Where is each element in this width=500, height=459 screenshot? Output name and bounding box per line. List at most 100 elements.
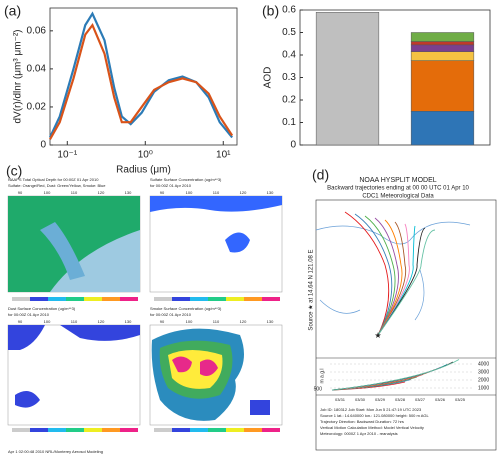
y-axis-label: dV(r)/dlnr (μm³ μm⁻²) bbox=[13, 29, 24, 123]
y-tick-label: 0.2 bbox=[282, 95, 296, 106]
lon-label: 90 bbox=[18, 190, 23, 195]
trajectory bbox=[377, 225, 416, 336]
map-title: for 00:00Z 01 Apr 2010 bbox=[150, 183, 192, 188]
title: NOAA HYSPLIT MODEL bbox=[359, 177, 436, 184]
date-label: 03/31 bbox=[335, 397, 346, 402]
map-title: NAAPS Total Optical Depth for 00:00Z 01 … bbox=[8, 177, 99, 182]
frame bbox=[315, 199, 497, 451]
sulfate-area bbox=[150, 196, 282, 212]
info-line: Meteorology: 0000Z 1 Apr 2010 - reanalys… bbox=[320, 431, 398, 436]
height-label: 500 bbox=[314, 386, 323, 392]
color-bar bbox=[102, 428, 120, 432]
color-bar bbox=[190, 428, 208, 432]
footer: Apr 1 02:00:48 2010 NRL/Monterey Aerosol… bbox=[8, 449, 103, 454]
color-bar bbox=[154, 297, 172, 301]
height-label: 3000 bbox=[478, 369, 489, 375]
lon-label: 90 bbox=[160, 190, 165, 195]
info-line: Job ID: 180312 Job Start: Mon Jun 5 21:4… bbox=[320, 407, 422, 412]
bar-segment bbox=[315, 12, 380, 146]
lon-label: 110 bbox=[213, 319, 220, 324]
axis-label: m a.g.l bbox=[319, 368, 325, 383]
map-title: Smoke Surface Concentration (ug/m**3) bbox=[150, 306, 222, 311]
height-trace bbox=[331, 361, 454, 391]
dust-area bbox=[8, 196, 140, 292]
lon-label: 110 bbox=[213, 190, 220, 195]
panel-label: (a) bbox=[4, 3, 21, 19]
lon-label: 130 bbox=[125, 190, 132, 195]
trajectories: ★ bbox=[331, 211, 460, 391]
trajectory bbox=[374, 217, 399, 336]
date-label: 03/30 bbox=[355, 397, 366, 402]
x-tick-label: 10⁰ bbox=[138, 150, 153, 161]
color-bar bbox=[244, 428, 262, 432]
lon-label: 100 bbox=[44, 190, 51, 195]
color-bar bbox=[84, 297, 102, 301]
date-label: 03/25 bbox=[455, 397, 466, 402]
line-series bbox=[49, 22, 234, 140]
lon-label: 130 bbox=[125, 319, 132, 324]
panel-label: (b) bbox=[262, 3, 279, 19]
lon-label: 90 bbox=[160, 319, 165, 324]
bar-segment bbox=[410, 41, 475, 46]
date-label: 03/29 bbox=[375, 397, 386, 402]
lon-label: 130 bbox=[267, 190, 274, 195]
y-tick-label: 0.06 bbox=[27, 25, 47, 36]
bar-segment bbox=[410, 111, 475, 146]
y-tick-label: 0.6 bbox=[282, 5, 296, 16]
lon-label: 100 bbox=[44, 319, 51, 324]
map bbox=[149, 195, 283, 293]
coastline bbox=[315, 221, 471, 321]
height-label: 1000 bbox=[478, 385, 489, 391]
bar-segment bbox=[410, 32, 475, 42]
panel-label: (d) bbox=[312, 167, 329, 183]
dust-area bbox=[15, 391, 40, 408]
smoke-area bbox=[172, 356, 192, 373]
lon-label: 110 bbox=[71, 190, 78, 195]
lon-label: 110 bbox=[71, 319, 78, 324]
lon-label: 120 bbox=[98, 190, 105, 195]
smoke-area bbox=[40, 222, 85, 280]
color-bar bbox=[12, 297, 30, 301]
map-title: Dust Surface Concentration (ug/m**3) bbox=[8, 306, 76, 311]
color-bar bbox=[102, 297, 120, 301]
y-tick-label: 0 bbox=[290, 140, 296, 151]
color-bar bbox=[120, 297, 138, 301]
trajectory bbox=[354, 213, 393, 336]
color-bar bbox=[30, 297, 48, 301]
height-label: 2000 bbox=[478, 377, 489, 383]
date-label: 03/26 bbox=[435, 397, 446, 402]
color-bar bbox=[244, 297, 262, 301]
height-trace bbox=[331, 369, 436, 391]
info-line: Trajectory Direction: Backward Duration:… bbox=[320, 419, 404, 424]
height-trace bbox=[331, 364, 448, 391]
trajectory bbox=[364, 215, 396, 336]
lon-label: 100 bbox=[186, 319, 193, 324]
height-trace bbox=[331, 371, 430, 391]
bar-segment bbox=[410, 51, 475, 61]
color-bar bbox=[66, 297, 84, 301]
color-bar bbox=[172, 297, 190, 301]
x-tick-label: 10⁻¹ bbox=[57, 150, 77, 161]
trajectory bbox=[377, 227, 426, 336]
line-series bbox=[49, 11, 234, 139]
y-tick-label: 0 bbox=[40, 140, 46, 151]
map-title: Sulfate: Orange/Red, Dust: Green/Yellow,… bbox=[8, 183, 106, 188]
color-bar bbox=[30, 428, 48, 432]
color-bar bbox=[262, 428, 280, 432]
color-bar bbox=[66, 428, 84, 432]
date-label: 03/27 bbox=[415, 397, 426, 402]
color-bar bbox=[120, 428, 138, 432]
source-label: Source ★ at 14.64 N 121.08 E bbox=[308, 249, 315, 330]
color-bar bbox=[208, 428, 226, 432]
y-axis-label: AOD bbox=[263, 67, 274, 89]
height-trace bbox=[331, 359, 460, 391]
trajectory bbox=[344, 211, 390, 336]
bar-segment bbox=[410, 44, 475, 52]
bar-segment bbox=[410, 60, 475, 112]
height-trace bbox=[331, 366, 442, 391]
date-label: 03/28 bbox=[395, 397, 406, 402]
trajectory bbox=[377, 219, 403, 336]
y-tick-label: 0.4 bbox=[282, 50, 296, 61]
subtitle: Backward trajectories ending at 00 00 UT… bbox=[327, 186, 469, 192]
color-bar bbox=[208, 297, 226, 301]
